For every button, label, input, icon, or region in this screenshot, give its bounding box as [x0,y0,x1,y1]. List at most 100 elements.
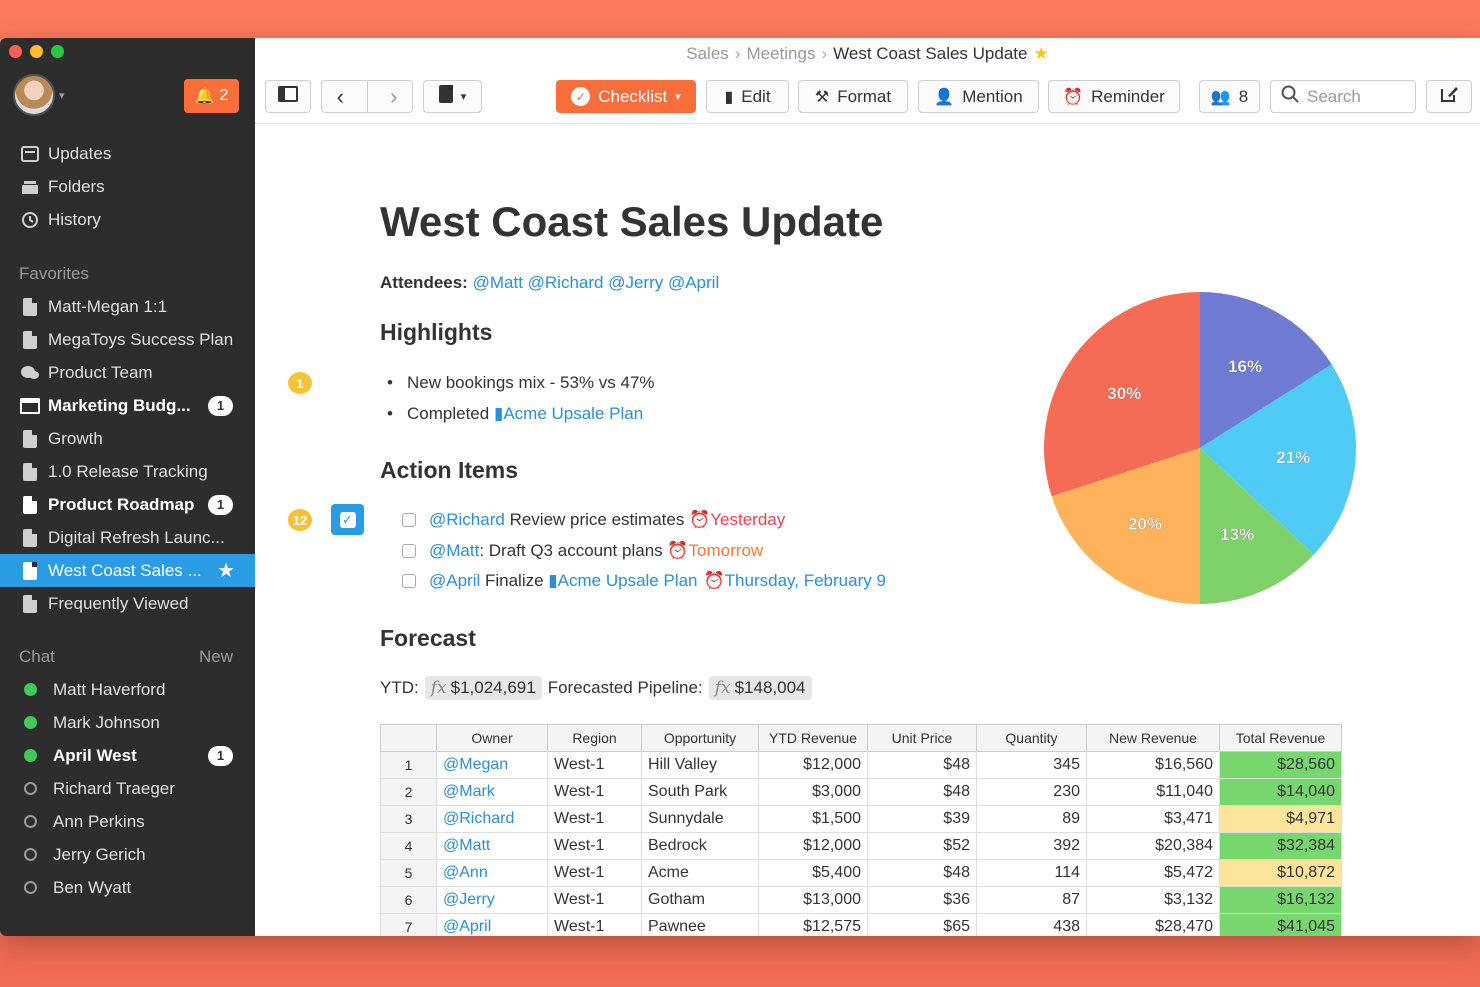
row-number-cell[interactable]: 1 [380,751,437,779]
table-cell[interactable]: $14,040 [1219,778,1342,806]
comment-count-badge[interactable]: 12 [288,509,312,531]
new-chat-button[interactable]: New [198,647,233,666]
chat-contact[interactable]: Ann Perkins [0,805,255,838]
due-date[interactable]: Thursday, February 9 [724,571,886,590]
table-cell[interactable]: Sunnydale [641,805,759,833]
column-header[interactable]: New Revenue [1086,724,1220,752]
table-cell[interactable]: $32,384 [1219,832,1342,860]
table-cell[interactable]: 114 [976,859,1087,887]
pipeline-formula[interactable]: fx $148,004 [708,676,812,700]
column-header[interactable]: Opportunity [641,724,759,752]
table-cell[interactable]: $3,471 [1086,805,1220,833]
chat-contact[interactable]: Matt Haverford [0,673,255,706]
table-cell[interactable]: $16,560 [1086,751,1220,779]
sidebar-item-favorite[interactable]: Matt-Megan 1:1 [0,290,255,323]
table-cell[interactable]: $3,000 [758,778,868,806]
table-cell[interactable]: $12,575 [758,913,868,936]
notifications-button[interactable]: 🔔 2 [184,79,239,113]
row-number-cell[interactable]: 5 [380,859,437,887]
table-cell[interactable]: West-1 [547,886,642,914]
table-cell[interactable]: Acme [641,859,759,887]
acme-upsale-plan-link[interactable]: Acme Upsale Plan [503,404,644,423]
table-cell[interactable]: South Park [641,778,759,806]
table-cell[interactable]: $39 [867,805,977,833]
favorite-star-icon[interactable]: ★ [1033,44,1049,63]
checklist-toggle-button[interactable]: ✓ [331,504,364,535]
task-checkbox[interactable] [402,544,416,558]
sidebar-item-favorite[interactable]: MegaToys Success Plan [0,323,255,356]
table-cell[interactable]: Gotham [641,886,759,914]
checklist-button[interactable]: ✓ Checklist ▾ [556,80,696,113]
table-cell[interactable]: $12,000 [758,751,868,779]
table-cell[interactable]: $4,971 [1219,805,1342,833]
edit-button[interactable]: ▮ Edit [706,80,789,113]
table-cell[interactable]: $3,132 [1086,886,1220,914]
table-cell[interactable]: $65 [867,913,977,936]
sidebar-item-favorite-active[interactable]: West Coast Sales ... ★ [0,554,255,587]
chat-contact[interactable]: Jerry Gerich [0,838,255,871]
table-cell[interactable]: West-1 [547,859,642,887]
chat-contact[interactable]: Richard Traeger [0,772,255,805]
chat-contact[interactable]: April West 1 [0,739,255,772]
table-cell[interactable]: Bedrock [641,832,759,860]
toggle-sidebar-button[interactable] [265,80,311,113]
sidebar-item-frequently-viewed[interactable]: Frequently Viewed [0,587,255,620]
table-cell[interactable]: Pawnee [641,913,759,936]
table-cell[interactable]: West-1 [547,832,642,860]
table-cell[interactable]: @Jerry [436,886,548,914]
table-cell[interactable]: $11,040 [1086,778,1220,806]
sidebar-item-favorite[interactable]: Product Team [0,356,255,389]
mention-button[interactable]: 👤 Mention [918,80,1039,113]
table-cell[interactable]: West-1 [547,913,642,936]
task-checkbox[interactable] [402,513,416,527]
table-cell[interactable]: 230 [976,778,1087,806]
minimize-window-button[interactable] [30,45,43,58]
table-cell[interactable]: $1,500 [758,805,868,833]
table-cell[interactable]: @Richard [436,805,548,833]
row-number-cell[interactable]: 3 [380,805,437,833]
compose-button[interactable] [1426,80,1472,113]
table-cell[interactable]: $36 [867,886,977,914]
column-header[interactable]: Unit Price [867,724,977,752]
task-checkbox[interactable] [402,574,416,588]
ytd-formula[interactable]: fx $1,024,691 [424,676,542,700]
table-cell[interactable]: @Mark [436,778,548,806]
table-cell[interactable]: 345 [976,751,1087,779]
back-button[interactable]: ‹ [322,84,359,110]
table-cell[interactable]: $5,400 [758,859,868,887]
table-cell[interactable]: West-1 [547,751,642,779]
column-header[interactable]: YTD Revenue [758,724,868,752]
zoom-window-button[interactable] [51,45,64,58]
row-number-cell[interactable]: 2 [380,778,437,806]
table-cell[interactable]: Hill Valley [641,751,759,779]
attendee-mentions[interactable]: @Matt @Richard @Jerry @April [472,273,720,292]
due-date[interactable]: Tomorrow [688,541,764,560]
table-cell[interactable]: $48 [867,778,977,806]
account-menu[interactable]: ▾ [13,74,65,116]
sidebar-item-favorite[interactable]: Digital Refresh Launc... [0,521,255,554]
reminder-button[interactable]: ⏰ Reminder [1048,80,1180,113]
table-cell[interactable]: West-1 [547,778,642,806]
breadcrumb-sales[interactable]: Sales [686,44,729,63]
table-cell[interactable]: $28,560 [1219,751,1342,779]
sidebar-item-updates[interactable]: Updates [0,137,255,170]
table-cell[interactable]: $13,000 [758,886,868,914]
members-button[interactable]: 👥 8 [1199,80,1260,113]
row-number-cell[interactable]: 4 [380,832,437,860]
forecast-spreadsheet[interactable]: Owner Region Opportunity YTD Revenue Uni… [380,724,1342,936]
search-input[interactable]: Search [1270,80,1416,113]
forward-button[interactable]: › [376,84,413,110]
table-cell[interactable]: 438 [976,913,1087,936]
row-number-cell[interactable]: 7 [380,913,437,936]
table-cell[interactable]: @Ann [436,859,548,887]
table-cell[interactable]: @Matt [436,832,548,860]
table-cell[interactable]: @Megan [436,751,548,779]
table-cell[interactable]: $28,470 [1086,913,1220,936]
table-cell[interactable]: 89 [976,805,1087,833]
sidebar-item-folders[interactable]: Folders [0,170,255,203]
sidebar-item-favorite[interactable]: 1.0 Release Tracking [0,455,255,488]
sidebar-item-favorite[interactable]: Growth [0,422,255,455]
star-icon[interactable]: ★ [217,560,235,582]
table-cell[interactable]: $48 [867,859,977,887]
column-header[interactable]: Total Revenue [1219,724,1342,752]
